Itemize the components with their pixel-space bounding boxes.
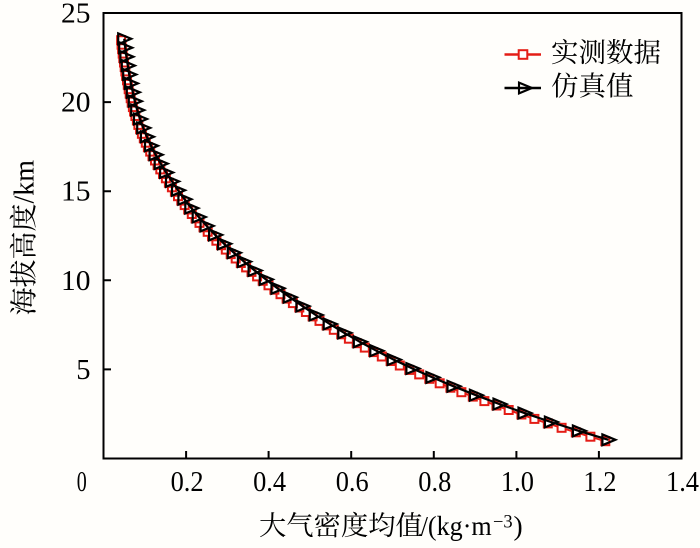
svg-text:15: 15 [61, 177, 91, 208]
svg-text:−3: −3 [493, 513, 513, 533]
svg-text:0.6: 0.6 [336, 467, 369, 498]
svg-text:0.4: 0.4 [253, 467, 286, 498]
svg-text:): ) [514, 510, 523, 541]
svg-text:1.4: 1.4 [666, 467, 699, 498]
svg-text:1.0: 1.0 [501, 467, 534, 498]
svg-text:10: 10 [61, 266, 91, 297]
svg-text:0: 0 [77, 467, 87, 498]
svg-text:1.2: 1.2 [583, 467, 616, 498]
svg-text:5: 5 [76, 355, 90, 386]
svg-text:/km: /km [10, 160, 41, 204]
svg-text:0.8: 0.8 [418, 467, 451, 498]
svg-text:/(kg·m: /(kg·m [421, 510, 492, 541]
svg-text:25: 25 [61, 0, 91, 30]
svg-text:0.2: 0.2 [171, 467, 204, 498]
svg-text:20: 20 [61, 88, 91, 119]
